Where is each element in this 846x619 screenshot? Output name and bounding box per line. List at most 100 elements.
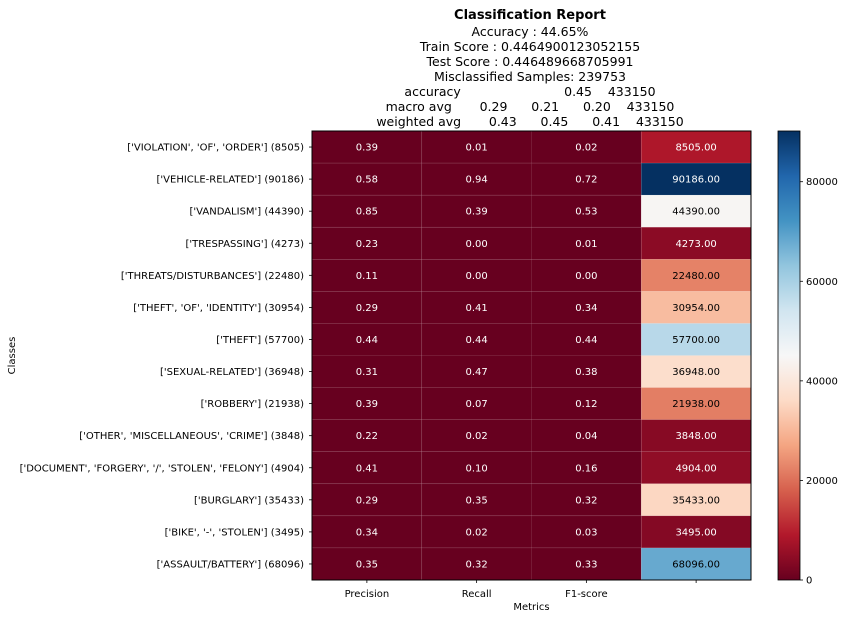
- y-axis-label: Classes: [7, 337, 18, 375]
- heatmap-cell: [421, 483, 532, 517]
- cell-value-label: 0.72: [575, 175, 597, 186]
- heatmap-cell: [531, 547, 642, 581]
- cell-value-label: 0.85: [356, 207, 378, 218]
- cell-value-label: 0.04: [575, 431, 597, 442]
- heatmap-cell: [531, 258, 642, 292]
- cell-value-label: 0.38: [575, 367, 597, 378]
- cell-value-label: 0.07: [465, 399, 487, 410]
- row-label: ['ASSAULT/BATTERY'] (68096): [157, 559, 304, 570]
- row-label: ['VANDALISM'] (44390): [190, 207, 305, 218]
- row-labels: ['VIOLATION', 'OF', 'ORDER'] (8505) ['VEH…: [20, 143, 312, 570]
- heatmap-cell: [640, 483, 752, 517]
- cell-value-label: 0.00: [465, 271, 487, 282]
- row-label: ['TRESPASSING'] (4273): [185, 239, 304, 250]
- cell-value-label: 0.94: [465, 175, 487, 186]
- heatmap-cell: [531, 291, 642, 324]
- cell-value-label: 0.32: [575, 495, 597, 506]
- heatmap-cell: [640, 162, 752, 196]
- row-label: ['BIKE', '-', 'STOLEN'] (3495): [165, 527, 305, 538]
- chart-title: Classification Report: [454, 8, 606, 23]
- cell-value-label: 22480.00: [672, 271, 720, 282]
- cell-value-label: 0.35: [356, 559, 378, 570]
- row-label: ['THEFT', 'OF', 'IDENTITY'] (30954): [133, 303, 304, 314]
- cell-value-label: 0.35: [465, 495, 487, 506]
- heatmap-cell: [421, 226, 532, 260]
- column-labels: Precision Recall F1-score: [345, 580, 697, 600]
- cell-value-label: 8505.00: [675, 143, 716, 154]
- cell-value-label: 0.39: [465, 207, 487, 218]
- cell-value-label: 36948.00: [672, 367, 720, 378]
- cell-value-label: 0.23: [356, 239, 378, 250]
- heatmap-cell: [531, 483, 642, 517]
- subtitle-line: Misclassified Samples: 239753: [434, 69, 626, 84]
- cell-value-label: 0.44: [465, 335, 487, 346]
- cell-value-label: 35433.00: [672, 495, 720, 506]
- heatmap-cell: [311, 226, 423, 260]
- heatmap-cell: [311, 291, 423, 324]
- cell-value-label: 44390.00: [672, 207, 720, 218]
- heatmap-cells: 0.39 0.01 0.02 8505.00 0.58 0.94 0.72 90186.00 0…: [311, 130, 752, 581]
- cell-value-label: 4904.00: [675, 463, 716, 474]
- cell-value-label: 0.34: [356, 527, 378, 538]
- cell-value-label: 0.03: [575, 527, 597, 538]
- cell-value-label: 0.02: [465, 527, 487, 538]
- heatmap-cell: [531, 451, 642, 485]
- row-label: ['THEFT'] (57700): [216, 335, 304, 346]
- cell-value-label: 0.11: [356, 271, 378, 282]
- column-label: F1-score: [565, 589, 608, 600]
- cell-value-label: 3495.00: [675, 527, 716, 538]
- row-label: ['SEXUAL-RELATED'] (36948): [160, 367, 304, 378]
- cell-value-label: 0.41: [356, 463, 378, 474]
- cell-value-label: 68096.00: [672, 559, 720, 570]
- heatmap-cell: [640, 130, 752, 164]
- heatmap-cell: [531, 355, 642, 388]
- cell-value-label: 0.01: [465, 143, 487, 154]
- heatmap-cell: [531, 515, 642, 549]
- cell-value-label: 30954.00: [672, 303, 720, 314]
- cell-value-label: 0.00: [465, 239, 487, 250]
- cell-value-label: 0.58: [356, 175, 378, 186]
- cell-value-label: 21938.00: [672, 399, 720, 410]
- heatmap-cell: [421, 291, 532, 324]
- cell-value-label: 0.16: [575, 463, 597, 474]
- cell-value-label: 0.22: [356, 431, 378, 442]
- colorbar-tick-label: 20000: [806, 476, 838, 487]
- cell-value-label: 0.01: [575, 239, 597, 250]
- x-axis-label: Metrics: [513, 602, 549, 613]
- colorbar-tick-label: 80000: [806, 177, 838, 188]
- subtitle-lines: Accuracy : 44.65%Train Score : 0.4464900…: [376, 24, 683, 129]
- heatmap-cell: [640, 194, 752, 228]
- subtitle-line: accuracy 0.45 433150: [404, 84, 655, 99]
- colorbar-gradient: [777, 130, 801, 581]
- cell-value-label: 0.53: [575, 207, 597, 218]
- cell-value-label: 0.44: [575, 335, 597, 346]
- cell-value-label: 0.41: [465, 303, 487, 314]
- cell-value-label: 0.44: [356, 335, 378, 346]
- column-label: Precision: [345, 589, 390, 600]
- cell-value-label: 0.39: [356, 399, 378, 410]
- heatmap-cell: [531, 419, 642, 453]
- heatmap-cell: [421, 419, 532, 453]
- heatmap-cell: [311, 130, 423, 164]
- cell-value-label: 0.29: [356, 495, 378, 506]
- cell-value-label: 0.33: [575, 559, 597, 570]
- cell-value-label: 0.47: [465, 367, 487, 378]
- heatmap-cell: [640, 258, 752, 292]
- heatmap-cell: [640, 419, 752, 453]
- subtitle-line: macro avg 0.29 0.21 0.20 433150: [386, 99, 675, 114]
- cell-value-label: 0.34: [575, 303, 597, 314]
- heatmap-cell: [421, 194, 532, 228]
- row-label: ['THREATS/DISTURBANCES'] (22480): [121, 271, 304, 282]
- heatmap-cell: [311, 162, 423, 196]
- cell-value-label: 0.29: [356, 303, 378, 314]
- heatmap-cell: [311, 323, 423, 356]
- heatmap-cell: [311, 355, 423, 388]
- heatmap-cell: [421, 130, 532, 164]
- heatmap-cell: [640, 323, 752, 356]
- cell-value-label: 90186.00: [672, 175, 720, 186]
- title-block: Classification Report: [454, 8, 606, 23]
- plot-frame: [311, 130, 752, 581]
- cell-value-label: 0.12: [575, 399, 597, 410]
- heatmap-cell: [531, 323, 642, 356]
